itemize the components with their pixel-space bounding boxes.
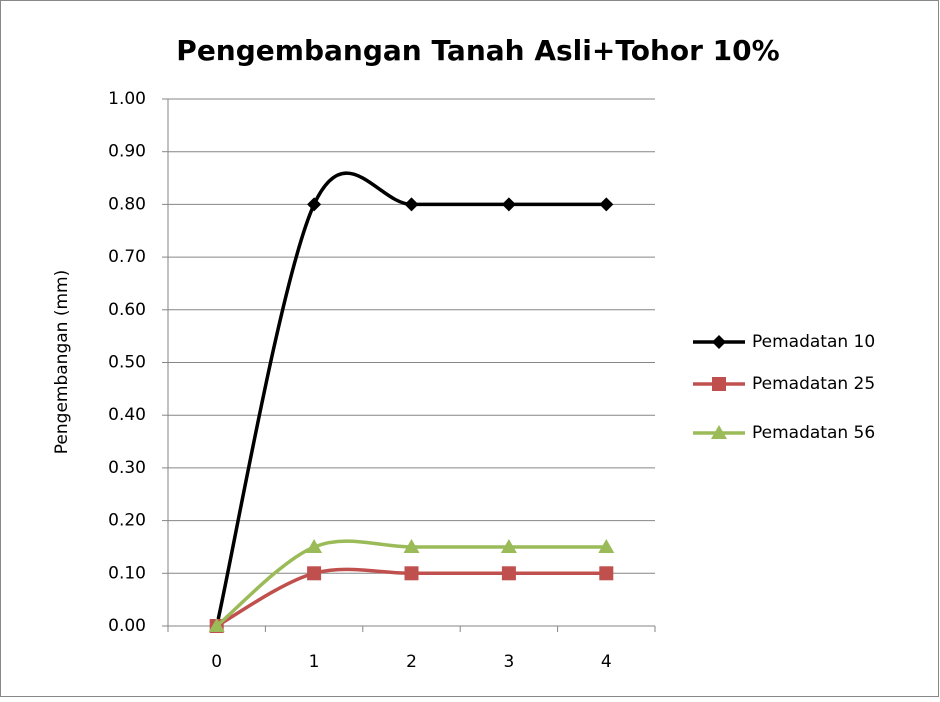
y-tick-label: 0.00 bbox=[108, 616, 146, 636]
legend-label: Pemadatan 56 bbox=[752, 423, 875, 443]
x-tick-label: 4 bbox=[601, 652, 612, 672]
marker bbox=[306, 538, 323, 553]
chart-title: Pengembangan Tanah Asli+Tohor 10% bbox=[176, 34, 779, 67]
y-tick-label: 0.90 bbox=[108, 142, 146, 162]
x-tick-label: 3 bbox=[503, 652, 514, 672]
legend-marker bbox=[712, 335, 726, 349]
marker bbox=[404, 197, 419, 212]
legend-marker bbox=[711, 425, 727, 439]
marker bbox=[500, 538, 517, 553]
y-tick-label: 0.80 bbox=[108, 194, 146, 214]
y-tick-label: 0.40 bbox=[108, 405, 146, 425]
x-tick-label: 0 bbox=[211, 652, 222, 672]
marker bbox=[599, 566, 614, 581]
y-tick-label: 0.50 bbox=[108, 353, 146, 373]
marker bbox=[307, 197, 322, 212]
legend-label: Pemadatan 10 bbox=[752, 332, 875, 352]
marker bbox=[208, 618, 225, 632]
y-tick-label: 0.70 bbox=[108, 247, 146, 267]
marker bbox=[403, 538, 420, 553]
marker bbox=[404, 566, 419, 581]
y-axis-label: Pengembangan (mm) bbox=[52, 270, 72, 454]
x-tick-label: 2 bbox=[406, 652, 417, 672]
y-tick-label: 0.20 bbox=[108, 511, 146, 531]
legend-label: Pemadatan 25 bbox=[752, 374, 875, 394]
x-tick-label: 1 bbox=[309, 652, 320, 672]
y-tick-label: 1.00 bbox=[108, 89, 146, 109]
marker bbox=[598, 538, 615, 553]
marker bbox=[599, 197, 614, 212]
legend-marker bbox=[712, 377, 726, 391]
marker bbox=[501, 566, 516, 581]
marker bbox=[307, 566, 322, 581]
y-tick-label: 0.60 bbox=[108, 300, 146, 320]
y-tick-label: 0.30 bbox=[108, 458, 146, 478]
y-tick-label: 0.10 bbox=[108, 563, 146, 583]
marker bbox=[501, 197, 516, 212]
